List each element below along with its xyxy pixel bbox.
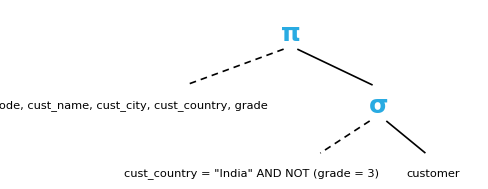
Text: customer: customer — [405, 169, 459, 179]
Text: cust_code, cust_name, cust_city, cust_country, grade: cust_code, cust_name, cust_city, cust_co… — [0, 100, 267, 111]
Text: σ: σ — [368, 94, 388, 118]
Text: cust_country = "India" AND NOT (grade = 3): cust_country = "India" AND NOT (grade = … — [124, 168, 379, 179]
Text: π: π — [281, 22, 300, 46]
